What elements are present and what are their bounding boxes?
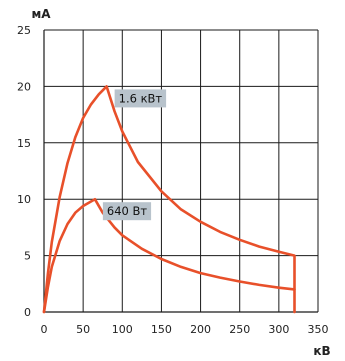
series-label-bg [102, 202, 152, 221]
x-tick-label: 50 [76, 323, 90, 336]
y-tick-label: 5 [24, 250, 31, 263]
x-tick-label: 300 [268, 323, 289, 336]
y-tick-label: 0 [24, 306, 31, 319]
series-label-text: 1.6 кВт [119, 91, 163, 105]
series-label-text: 640 Вт [107, 204, 147, 218]
tick-labels: 0 50 100 150 200 250 300 350 0 5 10 15 20 25 [17, 24, 329, 336]
series-labels: 1.6 кВт 640 Вт [102, 89, 167, 221]
x-tick-label: 100 [112, 323, 133, 336]
x-tick-label: 350 [308, 323, 329, 336]
x-tick-label: 200 [190, 323, 211, 336]
series-layer [42, 85, 296, 314]
grid [44, 29, 319, 312]
x-axis-label: кВ [313, 344, 330, 358]
series-line-1 [42, 85, 296, 314]
x-tick-label: 0 [41, 323, 48, 336]
series-label-2: 640 Вт [102, 202, 152, 221]
x-tick-label: 150 [151, 323, 172, 336]
series-label-bg [114, 89, 167, 108]
y-tick-label: 10 [17, 193, 31, 206]
y-axis-label: мА [31, 7, 51, 21]
y-tick-label: 25 [17, 24, 31, 37]
series-label-1: 1.6 кВт [114, 89, 167, 108]
axes [43, 30, 318, 313]
series-line-2 [42, 197, 296, 314]
y-tick-label: 20 [17, 80, 31, 93]
x-tick-label: 250 [229, 323, 250, 336]
y-tick-label: 15 [17, 137, 31, 150]
